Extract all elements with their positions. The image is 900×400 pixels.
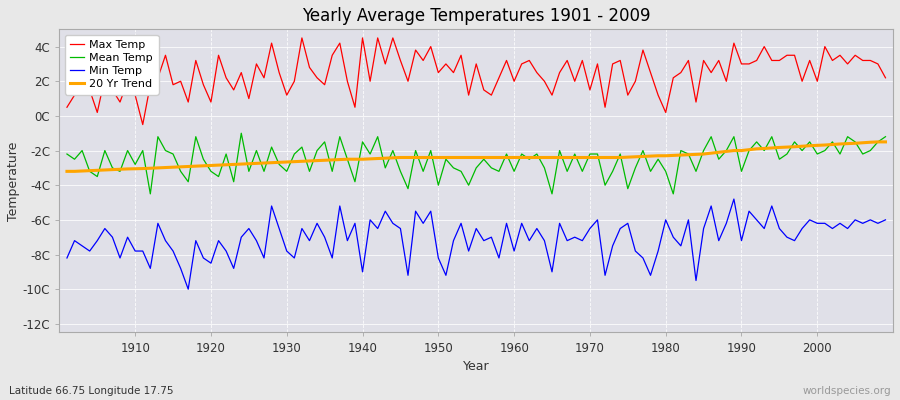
- 20 Yr Trend: [501, 155, 512, 160]
- Max Temp: [880, 75, 891, 80]
- Max Temp: [615, 58, 626, 63]
- Min Temp: [517, 221, 527, 226]
- Max Temp: [138, 122, 148, 127]
- 20 Yr Trend: [872, 140, 883, 144]
- Mean Temp: [122, 148, 133, 153]
- Min Temp: [183, 287, 194, 292]
- Min Temp: [61, 256, 72, 260]
- Min Temp: [342, 238, 353, 243]
- Legend: Max Temp, Mean Temp, Min Temp, 20 Yr Trend: Max Temp, Mean Temp, Min Temp, 20 Yr Tre…: [65, 35, 158, 95]
- Y-axis label: Temperature: Temperature: [7, 141, 20, 220]
- Min Temp: [728, 197, 739, 202]
- 20 Yr Trend: [880, 140, 891, 144]
- Mean Temp: [524, 157, 535, 162]
- Max Temp: [517, 62, 527, 66]
- Text: Latitude 66.75 Longitude 17.75: Latitude 66.75 Longitude 17.75: [9, 386, 174, 396]
- Min Temp: [880, 218, 891, 222]
- Mean Temp: [145, 192, 156, 196]
- Mean Temp: [236, 131, 247, 136]
- Max Temp: [122, 79, 133, 84]
- 20 Yr Trend: [289, 159, 300, 164]
- 20 Yr Trend: [599, 155, 610, 160]
- Mean Temp: [517, 152, 527, 156]
- Min Temp: [508, 249, 519, 254]
- Max Temp: [296, 36, 307, 40]
- Mean Temp: [880, 134, 891, 139]
- Min Temp: [608, 244, 618, 248]
- 20 Yr Trend: [335, 157, 346, 162]
- Mean Temp: [304, 169, 315, 174]
- 20 Yr Trend: [508, 155, 519, 160]
- Mean Temp: [349, 179, 360, 184]
- Max Temp: [61, 105, 72, 110]
- Title: Yearly Average Temperatures 1901 - 2009: Yearly Average Temperatures 1901 - 2009: [302, 7, 651, 25]
- 20 Yr Trend: [122, 166, 133, 171]
- Min Temp: [122, 235, 133, 240]
- Min Temp: [296, 226, 307, 231]
- Line: Min Temp: Min Temp: [67, 199, 886, 289]
- Max Temp: [524, 58, 535, 63]
- X-axis label: Year: Year: [463, 360, 490, 373]
- Max Temp: [304, 65, 315, 70]
- Mean Temp: [615, 152, 626, 156]
- Line: 20 Yr Trend: 20 Yr Trend: [67, 142, 886, 171]
- Line: Mean Temp: Mean Temp: [67, 133, 886, 194]
- Max Temp: [349, 105, 360, 110]
- 20 Yr Trend: [61, 169, 72, 174]
- Text: worldspecies.org: worldspecies.org: [803, 386, 891, 396]
- Mean Temp: [61, 152, 72, 156]
- Line: Max Temp: Max Temp: [67, 38, 886, 124]
